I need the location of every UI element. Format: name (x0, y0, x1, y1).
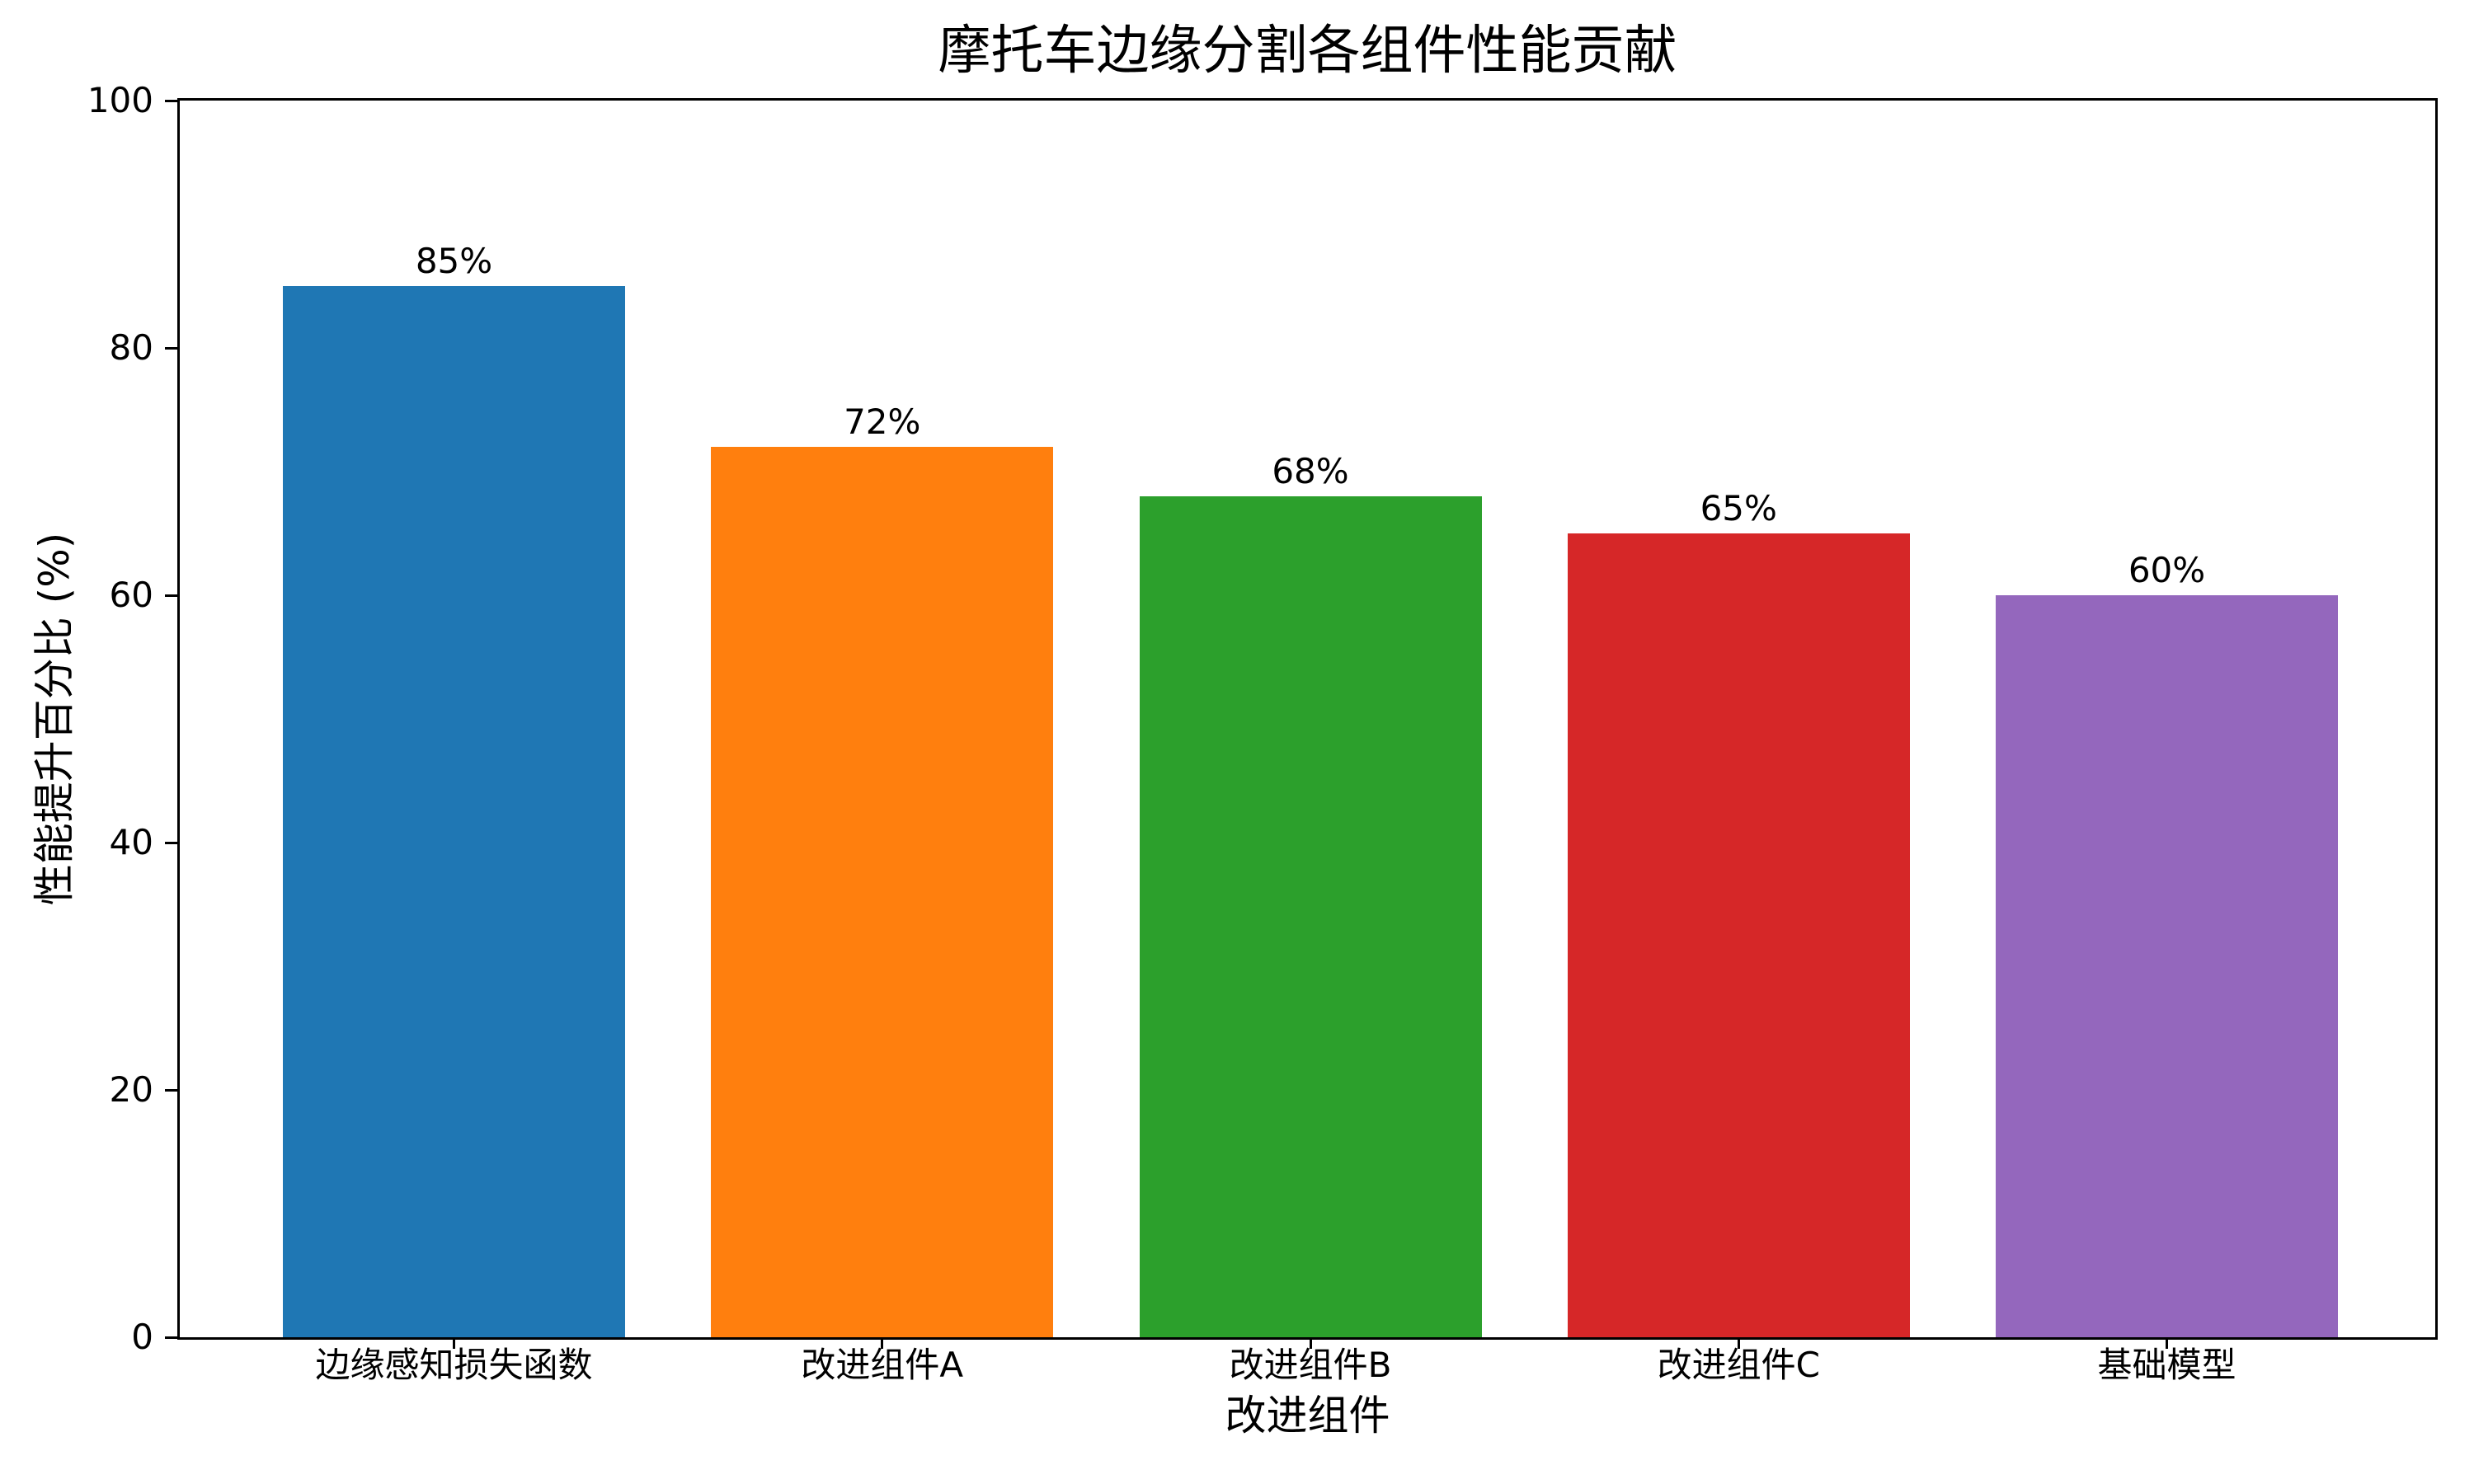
y-tick-label: 40 (109, 822, 153, 862)
y-tick-label: 0 (131, 1317, 153, 1357)
x-tick-label: 边缘感知损失函数 (315, 1345, 593, 1385)
x-tick-mark (1737, 1337, 1740, 1349)
bar-2 (1139, 496, 1482, 1337)
bar-value-label: 68% (1272, 451, 1349, 491)
chart-title: 摩托车边缘分割各组件性能贡献 (938, 21, 1677, 82)
y-tick-label: 20 (109, 1069, 153, 1110)
x-tick-label: 改进组件B (1229, 1345, 1392, 1385)
bar-0 (283, 286, 625, 1337)
x-tick-label: 基础模型 (2097, 1345, 2236, 1385)
bar-value-label: 85% (415, 241, 493, 281)
x-tick-mark (2166, 1337, 2168, 1349)
y-tick-mark (165, 346, 178, 350)
x-tick-label: 改进组件A (801, 1345, 964, 1385)
x-tick-label: 改进组件C (1657, 1345, 1820, 1385)
x-axis-label: 改进组件 (1225, 1392, 1390, 1439)
bar-3 (1567, 533, 1910, 1337)
bar-value-label: 65% (1700, 488, 1777, 528)
bar-4 (1996, 595, 2338, 1337)
x-tick-mark (453, 1337, 455, 1349)
y-tick-mark (165, 99, 178, 102)
y-tick-mark (165, 1088, 178, 1092)
bars-layer: 85% 72% 68% 65% 60% (180, 101, 2435, 1337)
bar-value-label: 72% (844, 402, 921, 442)
y-tick-label: 60 (109, 575, 153, 615)
y-tick-label: 100 (87, 80, 153, 120)
y-tick-label: 80 (109, 327, 153, 368)
bar-value-label: 60% (2128, 550, 2206, 590)
y-tick-mark (165, 841, 178, 844)
x-tick-mark (881, 1337, 884, 1349)
y-tick-mark (165, 594, 178, 597)
y-tick-mark (165, 1336, 178, 1339)
x-tick-mark (1309, 1337, 1312, 1349)
bar-1 (711, 447, 1054, 1337)
